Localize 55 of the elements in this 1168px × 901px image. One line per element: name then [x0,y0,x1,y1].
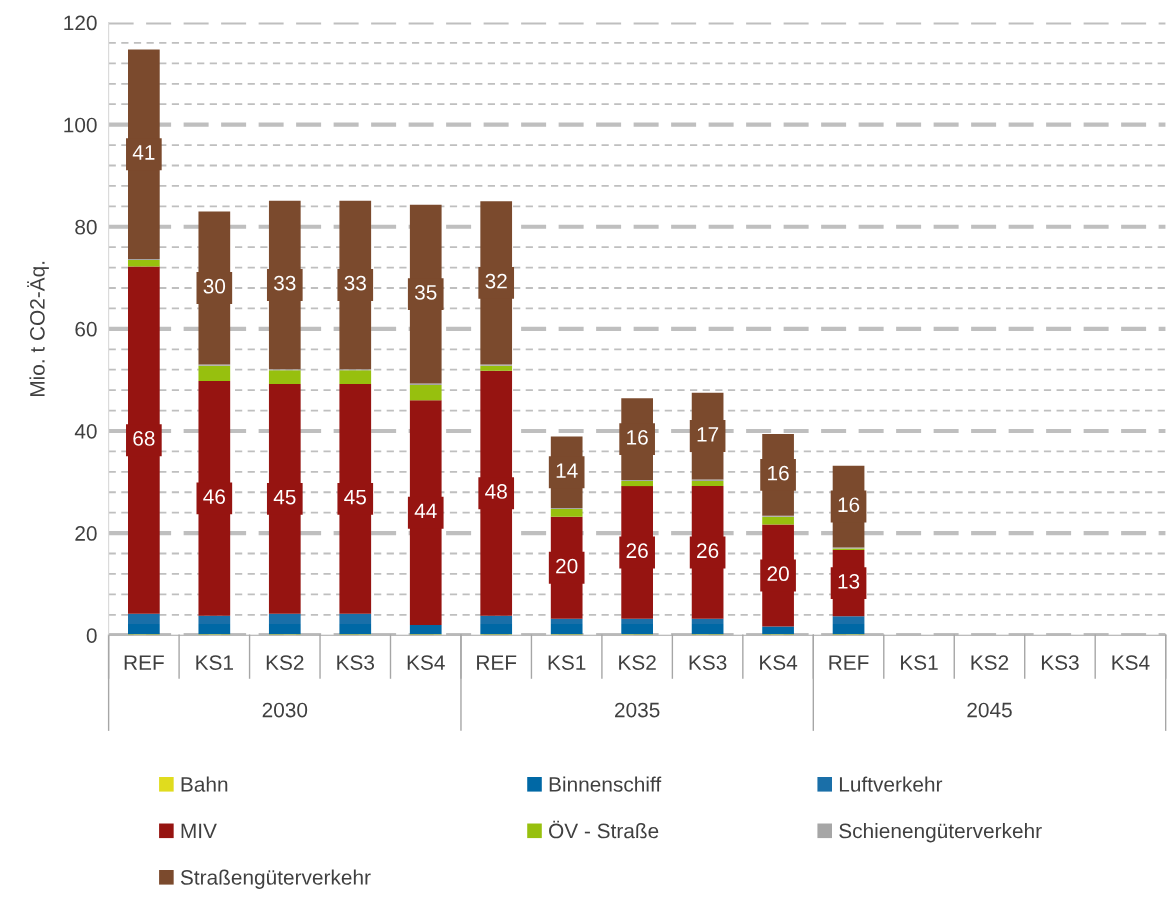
y-tick-label: 120 [64,15,97,31]
x-tick-label: REF [477,655,517,670]
legend-label: ÖV - Straße [549,820,659,839]
data-label: 16 [627,429,648,445]
x-tick-label: REF [829,655,869,670]
y-tick-label: 40 [74,423,97,439]
x-tick-label: KS4 [1112,655,1150,670]
legend-label: Bahn [181,776,228,792]
legend-label: Straßengüterverkehr [180,869,371,889]
x-tick-label: KS2 [971,655,1009,670]
x-tick-label: KS1 [901,655,938,670]
data-label: 14 [556,463,578,478]
data-label: 48 [485,484,507,499]
legend-label: Schienengüterverkehr [839,822,1042,843]
data-label: 41 [132,145,155,160]
legend-label: MIV [181,823,217,839]
x-tick-label: KS2 [266,655,304,670]
data-label: 20 [767,566,789,582]
legend-label: Luftverkehr [839,776,943,792]
x-tick-label: KS3 [689,655,727,670]
x-tick-label: REF [124,655,164,670]
data-label: 44 [414,503,437,519]
data-label: 30 [203,278,226,294]
data-label: 33 [274,275,296,291]
x-tick-label: KS3 [337,655,375,670]
data-label: 45 [273,489,296,505]
data-label: 68 [133,431,155,446]
y-axis-title: Mio. t CO2-Äq. [27,261,49,397]
y-tick-label: 0 [86,628,97,643]
x-tick-label: KS4 [407,655,445,670]
y-tick-label: 20 [75,526,97,541]
data-label: 26 [697,543,719,559]
data-label: 45 [344,489,366,505]
data-label: 16 [768,465,789,481]
y-tick-label: 60 [75,321,97,337]
y-tick-label: 80 [75,219,97,235]
legend-label: Binnenschiff [549,776,662,792]
data-label: 26 [626,543,648,559]
data-label: 46 [203,489,225,504]
data-label: 17 [697,427,719,442]
data-label: 16 [838,497,860,513]
y-tick-label: 100 [64,117,97,133]
x-tick-label: KS1 [196,655,233,670]
x-tick-label: KS2 [619,655,656,670]
text: 2035 [615,702,660,718]
x-tick-label: KS3 [1041,655,1079,670]
text: 2030 [262,702,308,718]
data-label: 33 [344,275,366,291]
data-label: 20 [556,558,578,574]
data-label: 32 [485,273,507,289]
data-label: 35 [414,284,437,300]
data-label: 13 [838,573,860,589]
x-tick-label: KS1 [548,655,586,670]
text: 2045 [967,702,1012,718]
x-tick-label: KS4 [760,655,798,670]
